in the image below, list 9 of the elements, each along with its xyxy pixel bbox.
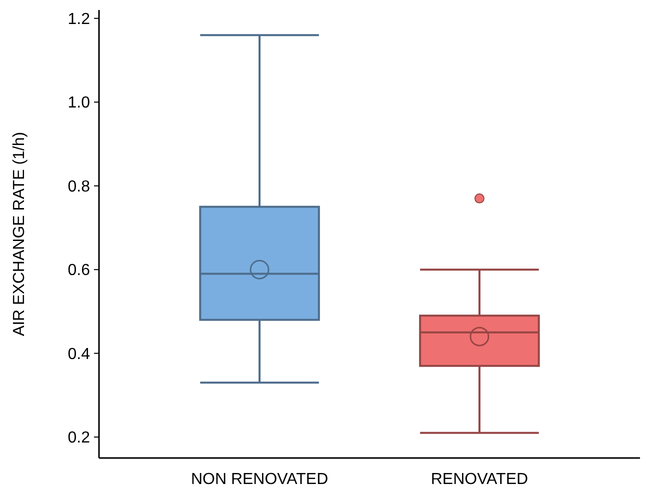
y-tick-label: 0.8 <box>68 178 90 196</box>
y-tick-label: 0.6 <box>68 262 90 280</box>
y-tick-label: 1.2 <box>68 10 90 28</box>
y-tick-label: 1.0 <box>68 94 90 112</box>
y-tick-label: 0.4 <box>68 346 90 363</box>
y-tick-label: 0.2 <box>68 430 90 447</box>
y-axis-title: AIR EXCHANGE RATE (1/h) <box>11 132 28 336</box>
x-tick-label: NON RENOVATED <box>190 471 328 488</box>
x-tick-label: RENOVATED <box>430 471 528 488</box>
